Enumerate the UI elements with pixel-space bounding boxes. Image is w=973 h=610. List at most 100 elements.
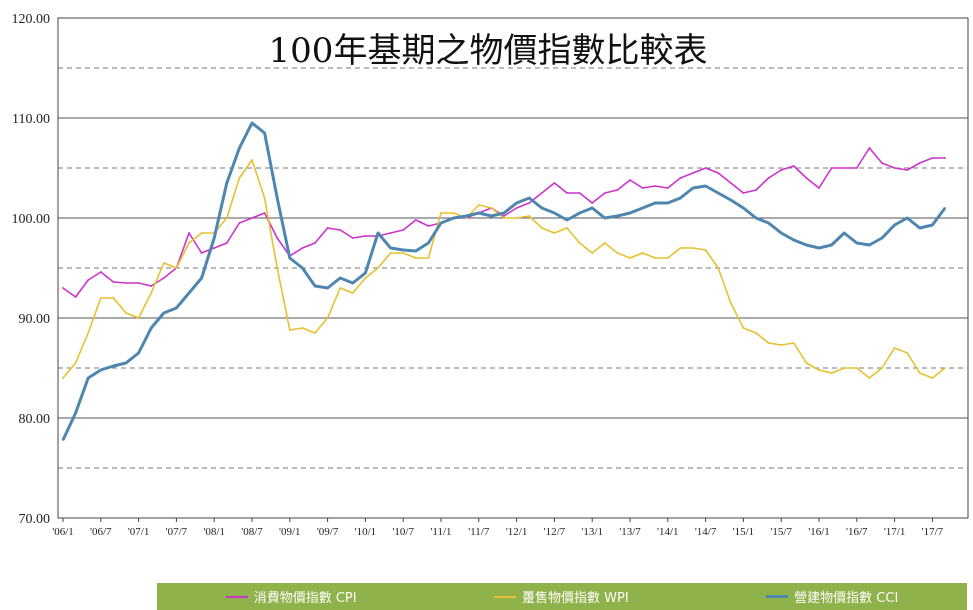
x-tick-label: '16/7	[846, 526, 868, 538]
data-point	[440, 212, 442, 214]
data-point	[87, 279, 90, 281]
data-point	[566, 192, 568, 194]
legend-label: 躉售物價指數 WPI	[522, 591, 629, 606]
data-point	[414, 250, 417, 252]
data-point	[326, 227, 329, 229]
data-point	[238, 222, 241, 224]
x-tick-label: '14/7	[695, 526, 717, 538]
data-point	[666, 202, 669, 204]
data-point	[729, 199, 732, 201]
data-point	[389, 247, 392, 249]
data-point	[238, 147, 241, 149]
data-point	[528, 202, 531, 204]
data-point	[137, 352, 140, 354]
grid-layer	[57, 17, 969, 519]
data-point	[944, 157, 946, 159]
data-point	[301, 327, 304, 329]
data-point	[540, 227, 543, 229]
data-point	[855, 167, 858, 169]
data-point	[566, 227, 568, 229]
data-point	[301, 247, 304, 249]
x-tick-label: '16/1	[808, 526, 830, 538]
data-point	[99, 369, 102, 371]
data-point	[591, 207, 594, 209]
data-point	[591, 252, 594, 254]
data-point	[251, 159, 253, 161]
data-point	[881, 367, 883, 369]
data-point	[162, 262, 165, 264]
data-point	[414, 219, 417, 221]
data-point	[200, 277, 203, 279]
legend-label: 營建物價指數 CCI	[794, 591, 899, 606]
data-point	[629, 212, 631, 214]
data-point	[238, 177, 241, 179]
data-point	[175, 307, 178, 309]
data-point	[427, 257, 430, 259]
data-point	[377, 267, 379, 269]
data-point	[225, 217, 228, 219]
data-point	[314, 285, 316, 287]
data-point	[389, 232, 392, 234]
data-point	[918, 162, 921, 164]
data-point	[830, 244, 833, 246]
data-point	[150, 327, 153, 329]
data-point	[843, 232, 846, 234]
x-tick-label: '06/1	[52, 526, 74, 538]
data-point	[364, 272, 367, 274]
data-point	[452, 217, 455, 219]
data-point	[528, 215, 531, 217]
data-point	[427, 225, 430, 227]
x-tick-label: '13/1	[581, 526, 603, 538]
data-point	[74, 412, 77, 414]
data-point	[578, 242, 581, 244]
data-point	[717, 172, 720, 174]
data-point	[704, 185, 707, 187]
data-point	[792, 239, 795, 241]
data-point	[263, 212, 266, 214]
x-tick-label: '14/1	[657, 526, 679, 538]
data-point	[364, 277, 367, 279]
data-point	[792, 342, 795, 344]
data-point	[99, 297, 102, 299]
x-tick-label: '08/7	[241, 526, 263, 538]
legend-item: 躉售物價指數 WPI	[494, 587, 629, 606]
data-point	[641, 187, 644, 189]
data-point	[906, 352, 909, 354]
data-point	[515, 207, 518, 209]
data-point	[490, 207, 493, 209]
data-point	[528, 197, 531, 199]
data-point	[137, 317, 140, 319]
data-point	[225, 242, 228, 244]
data-point	[540, 207, 543, 209]
data-point	[780, 344, 783, 346]
data-point	[200, 232, 203, 234]
data-point	[755, 217, 757, 219]
data-point	[792, 165, 795, 167]
data-point	[515, 217, 518, 219]
data-point	[704, 249, 707, 251]
data-point	[641, 207, 644, 209]
data-point	[742, 207, 745, 209]
data-point	[629, 257, 631, 259]
data-point	[213, 237, 216, 239]
data-point	[893, 167, 896, 169]
data-point	[944, 207, 946, 209]
data-point	[503, 217, 505, 219]
data-point	[326, 317, 329, 319]
data-point	[389, 252, 392, 254]
data-point	[112, 297, 115, 299]
data-point	[276, 237, 279, 239]
data-point	[503, 215, 505, 217]
data-point	[654, 202, 657, 204]
data-point	[578, 212, 581, 214]
data-point	[717, 267, 720, 269]
legend-item: 營建物價指數 CCI	[766, 587, 898, 606]
legend-swatch	[766, 595, 789, 598]
data-point	[150, 292, 153, 294]
data-point	[729, 302, 732, 304]
data-point	[603, 242, 606, 244]
x-tick-label: '17/7	[922, 526, 944, 538]
data-point	[62, 287, 64, 289]
data-point	[339, 229, 342, 231]
data-point	[893, 224, 896, 226]
